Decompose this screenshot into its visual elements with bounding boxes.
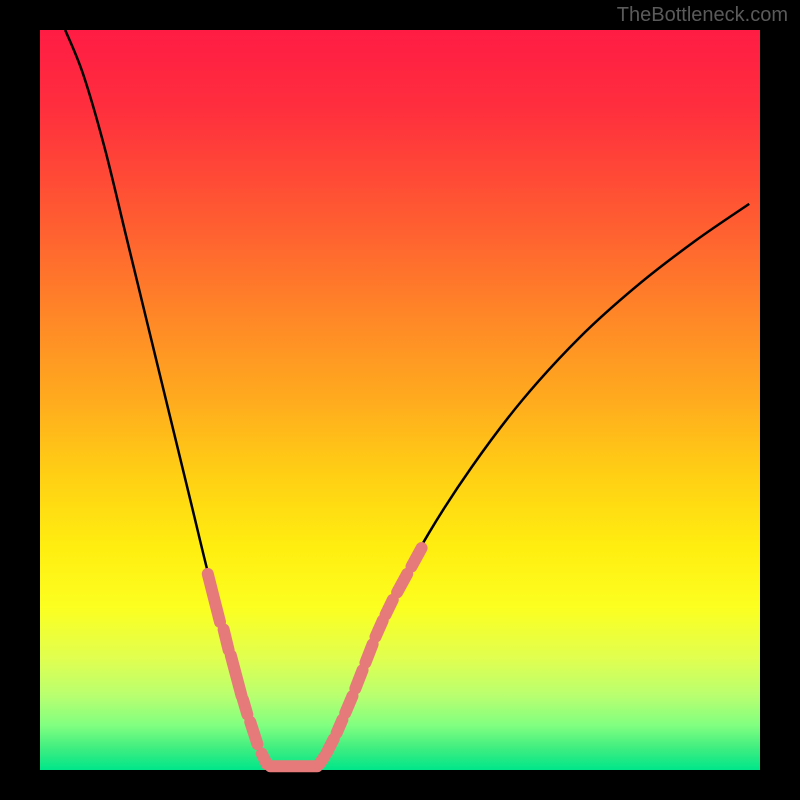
overlay-segments bbox=[208, 548, 422, 766]
overlay-segment bbox=[365, 644, 372, 663]
overlay-segment bbox=[376, 621, 383, 637]
overlay-segment bbox=[250, 722, 257, 744]
overlay-segment bbox=[231, 655, 242, 696]
overlay-segment bbox=[355, 670, 362, 689]
overlay-segment bbox=[243, 700, 247, 715]
overlay-segment bbox=[224, 629, 229, 650]
overlay-segment bbox=[208, 574, 220, 622]
overlay-segment bbox=[386, 600, 393, 615]
v-curve bbox=[65, 30, 749, 766]
overlay-segment bbox=[345, 696, 352, 713]
curve-layer bbox=[40, 30, 760, 770]
overlay-segment bbox=[327, 739, 334, 753]
overlay-segment bbox=[397, 574, 407, 593]
plot-area bbox=[40, 30, 760, 770]
watermark-text: TheBottleneck.com bbox=[617, 4, 788, 27]
overlay-segment bbox=[412, 548, 422, 567]
overlay-segment bbox=[337, 720, 343, 733]
